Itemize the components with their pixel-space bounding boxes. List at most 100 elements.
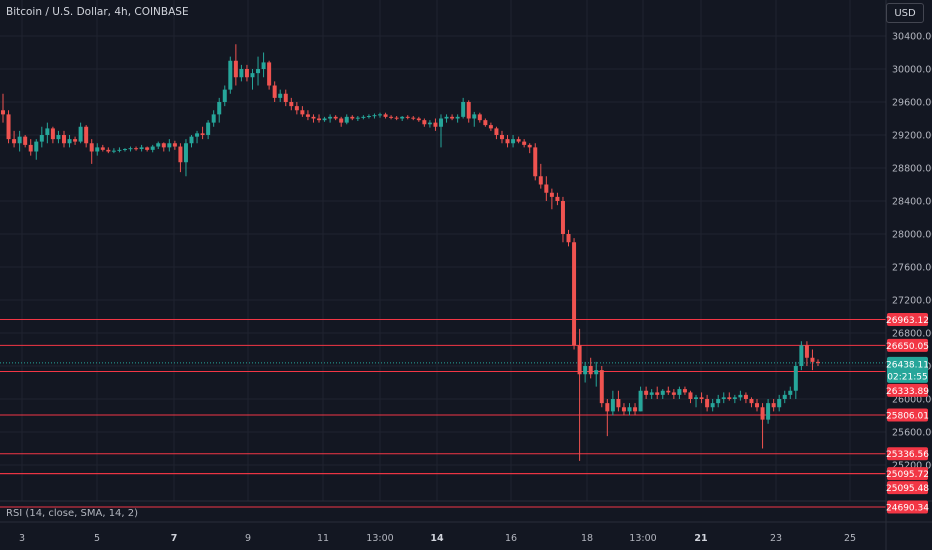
candle-body <box>167 143 172 148</box>
candle-body <box>283 93 288 102</box>
candle <box>799 341 804 371</box>
candle-body <box>555 196 560 201</box>
candle <box>183 139 188 177</box>
candle <box>333 115 338 121</box>
horizontal-levels[interactable] <box>0 319 886 508</box>
candle-body <box>195 133 200 137</box>
candle <box>710 399 715 412</box>
candle-body <box>788 390 793 395</box>
candle-body <box>361 116 366 118</box>
candle <box>610 390 615 416</box>
price-tick-label: 30400.00 <box>892 32 932 43</box>
candle-body <box>616 399 621 408</box>
candle-body <box>588 366 593 375</box>
candle-body <box>544 184 549 193</box>
candle-body <box>527 144 532 148</box>
candle <box>156 141 161 150</box>
candle-body <box>172 143 177 147</box>
candle-body <box>89 143 94 152</box>
candle-body <box>466 102 471 119</box>
candle-body <box>161 143 166 148</box>
candle-body <box>78 126 83 142</box>
candle <box>233 44 238 86</box>
time-tick-label: 18 <box>581 533 593 544</box>
candle-body <box>427 122 432 125</box>
candle-body <box>572 242 577 346</box>
candle <box>244 64 249 82</box>
candle-body <box>422 120 427 125</box>
candle-body <box>355 117 360 119</box>
level-price-label: 25336.56 <box>886 450 929 460</box>
candle-body <box>95 147 100 152</box>
candle-body <box>244 69 249 78</box>
candle-body <box>499 135 504 140</box>
candle-body <box>128 148 133 150</box>
candle-body <box>799 345 804 366</box>
candle-body <box>649 392 654 395</box>
level-price-label: 26963.12 <box>886 316 929 326</box>
currency-button[interactable]: USD <box>886 3 924 23</box>
candle <box>555 192 560 206</box>
candle <box>483 118 488 127</box>
candle <box>771 399 776 412</box>
candle <box>505 135 510 148</box>
candle <box>804 341 809 366</box>
candle-body <box>405 116 410 118</box>
candle-body <box>366 116 371 118</box>
level-price-label: 26333.89 <box>886 387 929 397</box>
candle <box>117 147 122 153</box>
candle-body <box>516 139 521 142</box>
candle-body <box>189 136 194 144</box>
candle-body <box>394 117 399 119</box>
candle-body <box>39 135 44 142</box>
candle-body <box>183 143 188 163</box>
candle-body <box>655 392 660 395</box>
candle <box>328 114 333 123</box>
candle-body <box>671 392 676 395</box>
price-badges: 26963.12 26650.05 26438.11 02:21:55 26333.89… <box>886 313 929 514</box>
candle-body <box>134 148 139 150</box>
level-price-label: 24690.34 <box>886 504 929 514</box>
candle-body <box>1 110 5 115</box>
price-badge <box>887 383 928 397</box>
candle <box>633 403 638 416</box>
candle-body <box>233 60 238 78</box>
candle-body <box>749 399 754 404</box>
candle <box>134 146 139 151</box>
candle-body <box>494 128 499 135</box>
candle-body <box>294 106 299 111</box>
price-tick-label: 25600.00 <box>892 428 932 439</box>
candle <box>477 112 482 123</box>
candle-body <box>178 146 183 163</box>
candle <box>78 122 83 144</box>
candle-body <box>122 149 127 151</box>
candle <box>782 390 787 404</box>
candle <box>560 196 565 243</box>
candle <box>61 130 66 148</box>
rsi-indicator-label[interactable]: RSI (14, close, SMA, 14, 2) <box>6 508 139 519</box>
candle-body <box>339 118 344 123</box>
candle <box>411 116 416 121</box>
candle-body <box>793 366 798 391</box>
candle <box>732 394 737 404</box>
candle <box>516 136 521 144</box>
candle <box>583 361 588 383</box>
candle <box>727 392 732 401</box>
time-tick-label: 11 <box>317 533 329 544</box>
candle <box>499 130 504 144</box>
time-axis[interactable]: 3 5 7 9 11 13:00 14 16 18 13:00 21 23 25 <box>19 533 856 544</box>
candle-body <box>766 403 771 420</box>
candle <box>305 110 310 121</box>
candle-body <box>150 146 155 150</box>
candle-body <box>583 366 588 375</box>
price-tick-label: 26800.00 <box>892 329 932 340</box>
candle-body <box>106 149 111 152</box>
candle-body <box>633 407 638 412</box>
candle <box>422 118 427 127</box>
price-tick-label: 27200.00 <box>892 296 932 307</box>
candle-body <box>411 117 416 119</box>
candle-body <box>272 85 277 98</box>
candle-body <box>461 102 466 117</box>
candle-body <box>289 102 294 107</box>
